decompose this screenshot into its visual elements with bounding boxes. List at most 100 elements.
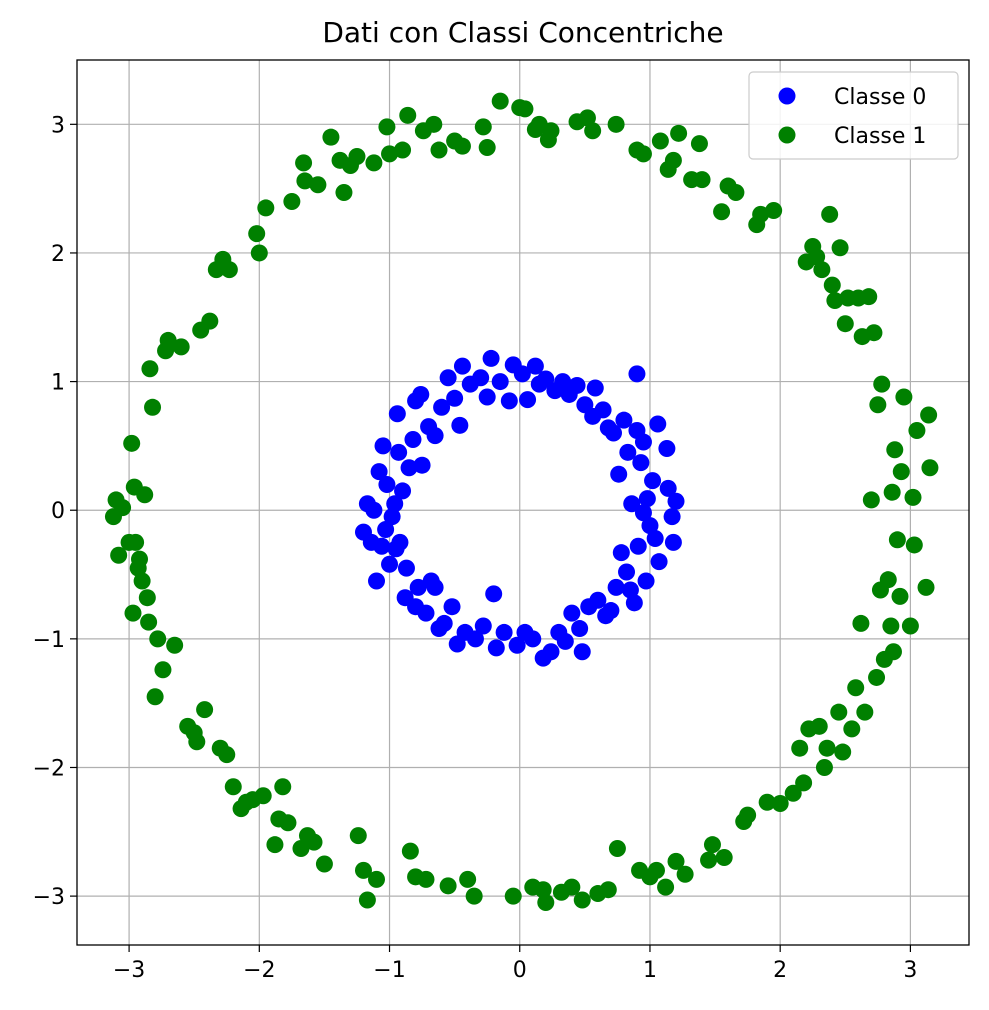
data-point-classe-0 [383, 508, 401, 526]
data-point-classe-0 [571, 620, 589, 638]
data-point-classe-1 [394, 141, 412, 159]
data-point-classe-1 [125, 478, 143, 496]
data-point-classe-0 [618, 563, 636, 581]
data-point-classe-0 [663, 508, 681, 526]
data-point-classe-0 [623, 495, 641, 513]
data-point-classe-0 [377, 521, 395, 539]
data-point-classe-1 [430, 141, 448, 159]
data-point-classe-1 [853, 328, 871, 346]
data-point-classe-0 [474, 617, 492, 635]
data-point-classe-1 [869, 396, 887, 414]
data-point-classe-1 [667, 852, 685, 870]
data-point-classe-1 [771, 795, 789, 813]
data-point-classe-1 [446, 132, 464, 150]
data-point-classe-1 [331, 151, 349, 169]
data-point-classe-1 [882, 617, 900, 635]
y-tick-label: 1 [51, 371, 65, 396]
data-point-classe-1 [270, 810, 288, 828]
data-point-classe-1 [904, 488, 922, 506]
data-point-classe-1 [831, 239, 849, 257]
data-point-classe-1 [399, 106, 417, 124]
data-point-classe-1 [407, 868, 425, 886]
data-point-classe-1 [589, 885, 607, 903]
data-point-classe-0 [628, 365, 646, 383]
data-point-classe-1 [381, 145, 399, 163]
data-point-classe-1 [791, 739, 809, 757]
data-point-classe-1 [504, 887, 522, 905]
data-point-classe-0 [586, 379, 604, 397]
data-point-classe-1 [232, 800, 250, 818]
data-point-classe-0 [482, 349, 500, 367]
data-point-classe-1 [157, 342, 175, 360]
data-point-classe-1 [823, 276, 841, 294]
data-point-classe-1 [573, 891, 591, 909]
data-point-classe-1 [862, 491, 880, 509]
data-point-classe-1 [349, 827, 367, 845]
data-point-classe-1 [401, 842, 419, 860]
data-point-classe-0 [607, 578, 625, 596]
data-point-classe-1 [815, 758, 833, 776]
data-point-classe-1 [378, 118, 396, 136]
data-point-classe-1 [309, 176, 327, 194]
data-point-classe-1 [104, 508, 122, 526]
data-point-classe-0 [650, 553, 668, 571]
data-point-classe-0 [381, 555, 399, 573]
data-point-classe-1 [107, 491, 125, 509]
data-point-classe-1 [891, 587, 909, 605]
data-point-classe-1 [224, 778, 242, 796]
data-point-classe-1 [765, 202, 783, 220]
data-point-classe-0 [461, 375, 479, 393]
data-point-classe-0 [546, 382, 564, 400]
data-point-classe-1 [676, 865, 694, 883]
data-point-classe-1 [895, 388, 913, 406]
data-point-classe-1 [149, 630, 167, 648]
data-point-classe-0 [451, 416, 469, 434]
data-point-classe-1 [274, 778, 292, 796]
data-point-classe-0 [628, 421, 646, 439]
data-point-classe-1 [797, 253, 815, 271]
data-point-classe-1 [124, 604, 142, 622]
data-point-classe-1 [120, 533, 138, 551]
data-point-classe-0 [667, 492, 685, 510]
legend-label-classe-0: Classe 0 [834, 85, 926, 110]
data-point-classe-1 [758, 793, 776, 811]
data-point-classe-1 [335, 183, 353, 201]
data-point-classe-1 [873, 375, 891, 393]
data-point-classe-0 [358, 495, 376, 513]
y-tick-label: 0 [51, 499, 65, 524]
data-point-classe-1 [683, 171, 701, 189]
data-point-classe-1 [123, 434, 141, 452]
data-point-classe-1 [917, 578, 935, 596]
data-point-classe-0 [495, 623, 513, 641]
x-tick-label: −1 [373, 958, 405, 983]
data-point-classe-0 [390, 443, 408, 461]
y-tick-label: 2 [51, 242, 65, 267]
data-point-classe-1 [474, 118, 492, 136]
data-point-classe-1 [839, 289, 857, 307]
legend: Classe 0 Classe 1 [748, 71, 959, 160]
data-point-classe-1 [192, 321, 210, 339]
data-point-classe-1 [800, 720, 818, 738]
data-point-classe-0 [426, 578, 444, 596]
data-point-classe-0 [637, 572, 655, 590]
data-point-classe-0 [448, 635, 466, 653]
data-point-classe-0 [500, 392, 518, 410]
data-point-classe-1 [133, 572, 151, 590]
data-point-classe-1 [358, 891, 376, 909]
data-point-classe-0 [560, 385, 578, 403]
data-point-classe-1 [250, 244, 268, 262]
data-point-classe-0 [420, 418, 438, 436]
data-point-classe-1 [248, 225, 266, 243]
data-point-classe-1 [690, 135, 708, 153]
data-point-classe-1 [784, 784, 802, 802]
data-point-classe-0 [386, 495, 404, 513]
data-point-classe-1 [295, 154, 313, 172]
data-point-classe-1 [140, 613, 158, 631]
data-point-classe-1 [172, 338, 190, 356]
legend-label-classe-1: Classe 1 [834, 124, 926, 149]
data-point-classe-1 [368, 870, 386, 888]
data-point-classe-1 [843, 720, 861, 738]
data-point-classe-1 [871, 581, 889, 599]
data-point-classe-1 [901, 617, 919, 635]
data-point-classe-0 [378, 475, 396, 493]
